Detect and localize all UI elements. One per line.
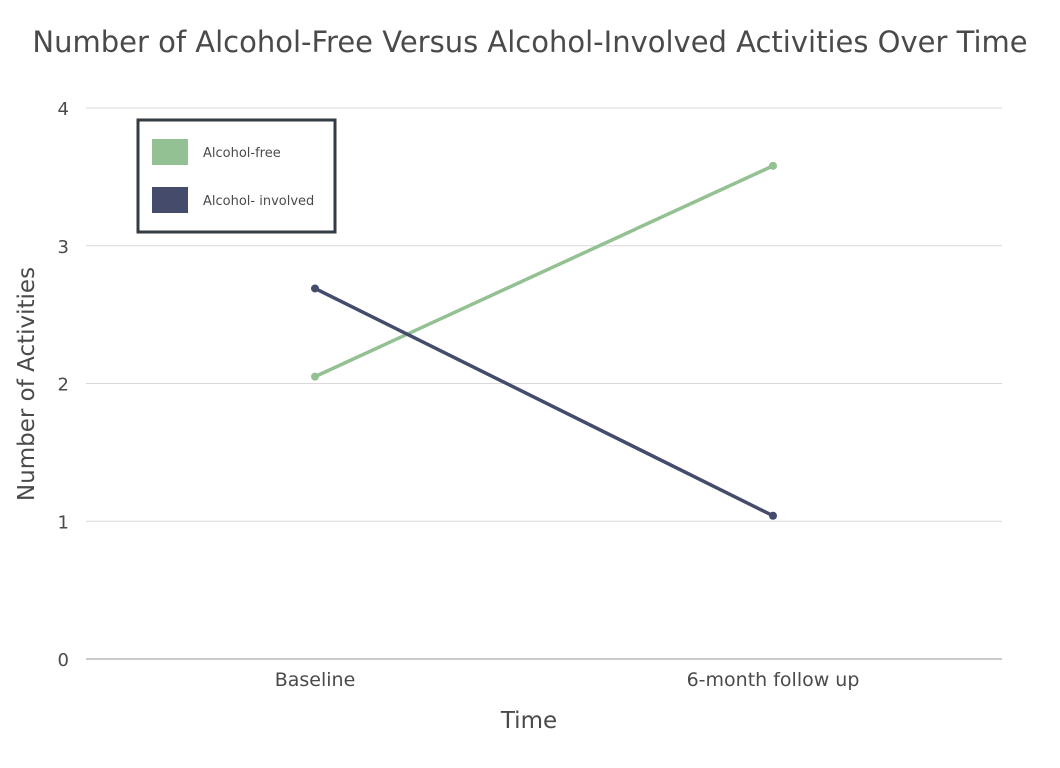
data-point-1-1 [769,511,777,520]
legend: Alcohol-free Alcohol- involved [136,118,337,234]
legend-swatch-alcohol-involved [152,187,188,213]
data-point-0-1 [769,161,777,170]
series-lines [311,161,777,520]
gridlines [86,107,1002,660]
y-tick-label: 2 [58,375,69,396]
y-axis-ticks: 0 1 2 3 4 [58,99,69,671]
series-line-1 [313,286,775,518]
y-tick-label: 1 [58,512,69,533]
y-tick-label: 0 [58,650,69,671]
y-tick-label: 4 [58,99,69,120]
data-point-1-0 [311,284,319,293]
data-point-0-0 [311,372,319,381]
legend-label-alcohol-free: Alcohol-free [203,146,281,161]
legend-box [136,118,337,234]
x-axis-title: Time [500,708,557,734]
series-line-0 [313,164,775,379]
x-tick-label: 6-month follow up [687,669,860,691]
legend-swatch-alcohol-free [152,139,188,165]
chart-title: Number of Alcohol-Free Versus Alcohol-In… [32,25,1027,59]
x-axis-ticks: Baseline 6-month follow up [275,669,860,691]
y-tick-label: 3 [58,237,69,258]
legend-label-alcohol-involved: Alcohol- involved [203,194,314,209]
y-axis-title: Number of Activities [14,267,40,501]
x-tick-label: Baseline [275,669,356,691]
